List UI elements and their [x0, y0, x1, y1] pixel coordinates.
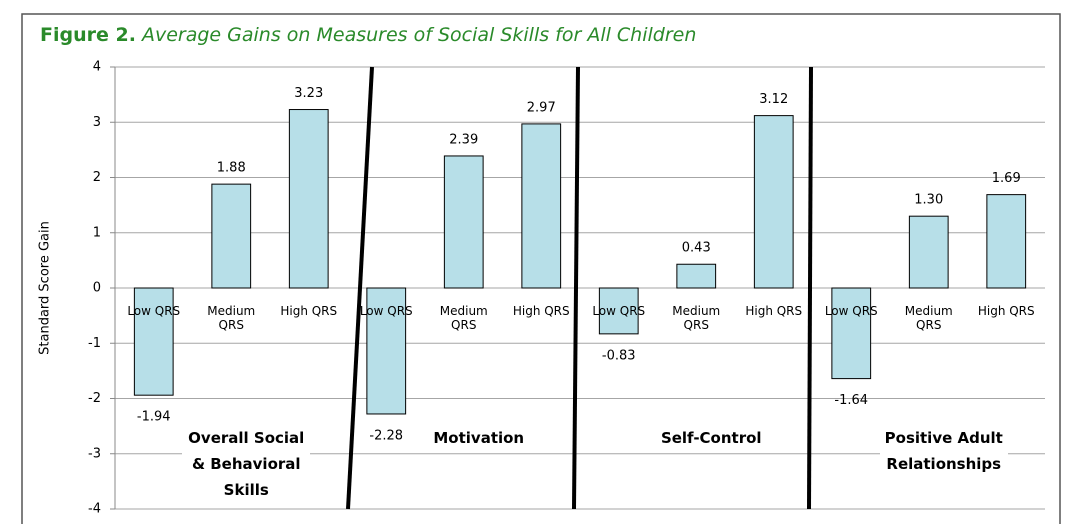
data-label: 3.23 [294, 86, 323, 101]
data-label: -1.94 [137, 410, 171, 425]
bar [831, 287, 872, 380]
group-label: Motivation [414, 425, 543, 451]
y-tick-label: 4 [93, 60, 101, 75]
bars: -1.94 1.88 3.23 -2.28 2.39 2.97 -0.83 0.43 3.12 -… [133, 86, 1027, 443]
bar [521, 123, 562, 289]
x-tick-label: Medium QRS [904, 304, 953, 332]
data-label: 0.43 [682, 241, 711, 256]
group-label: Self-Control [647, 425, 776, 451]
data-label: -2.28 [369, 428, 403, 443]
data-label: 1.69 [992, 171, 1021, 186]
data-label: 1.30 [914, 193, 943, 208]
y-tick-label: -3 [88, 446, 101, 461]
data-label: 2.97 [527, 100, 556, 115]
y-tick-label: 0 [93, 281, 101, 296]
bar [288, 109, 329, 289]
y-tick-label: -2 [88, 391, 101, 406]
x-tick-label: Low QRS [127, 304, 181, 318]
y-tick-label: 3 [93, 115, 101, 130]
bar [133, 287, 174, 396]
x-tick-label: Medium QRS [439, 304, 488, 332]
y-tick-label: -4 [88, 502, 101, 517]
data-label: 3.12 [759, 92, 788, 107]
bar [211, 183, 252, 289]
y-tick-label: 2 [93, 170, 101, 185]
data-label: -1.64 [834, 393, 868, 408]
figure-label: Figure 2. [40, 24, 136, 46]
bar [986, 194, 1027, 289]
data-label: 2.39 [449, 132, 478, 147]
title-text: Average Gains on Measures of Social Skil… [141, 24, 697, 46]
x-tick-label: Low QRS [359, 304, 413, 318]
bar [753, 115, 794, 289]
bar [908, 215, 949, 289]
y-axis-label: Standard Score Gain [38, 221, 53, 355]
y-tick-label: 1 [93, 225, 101, 240]
group-label: Positive Adult Relationships [879, 425, 1008, 477]
grid: -4 -3 -2 -1 0 1 2 3 4 [88, 60, 1045, 517]
x-tick-label: High QRS [280, 304, 338, 318]
data-label: 1.88 [217, 161, 246, 176]
frame [21, 13, 1061, 524]
x-tick-label: Low QRS [824, 304, 878, 318]
x-tick-label: Medium QRS [672, 304, 721, 332]
bar [443, 155, 484, 289]
chart-title: Figure 2. Average Gains on Measures of S… [40, 24, 696, 46]
y-tick-label: -1 [88, 336, 101, 351]
x-tick-label: High QRS [745, 304, 803, 318]
group-label: Overall Social & Behavioral Skills [182, 425, 311, 503]
bar [676, 263, 717, 289]
x-tick-label: Medium QRS [207, 304, 256, 332]
x-tick-label: High QRS [512, 304, 570, 318]
x-tick-label: High QRS [977, 304, 1035, 318]
x-tick-label: Low QRS [592, 304, 646, 318]
data-label: -0.83 [602, 348, 636, 363]
bar [598, 287, 639, 335]
